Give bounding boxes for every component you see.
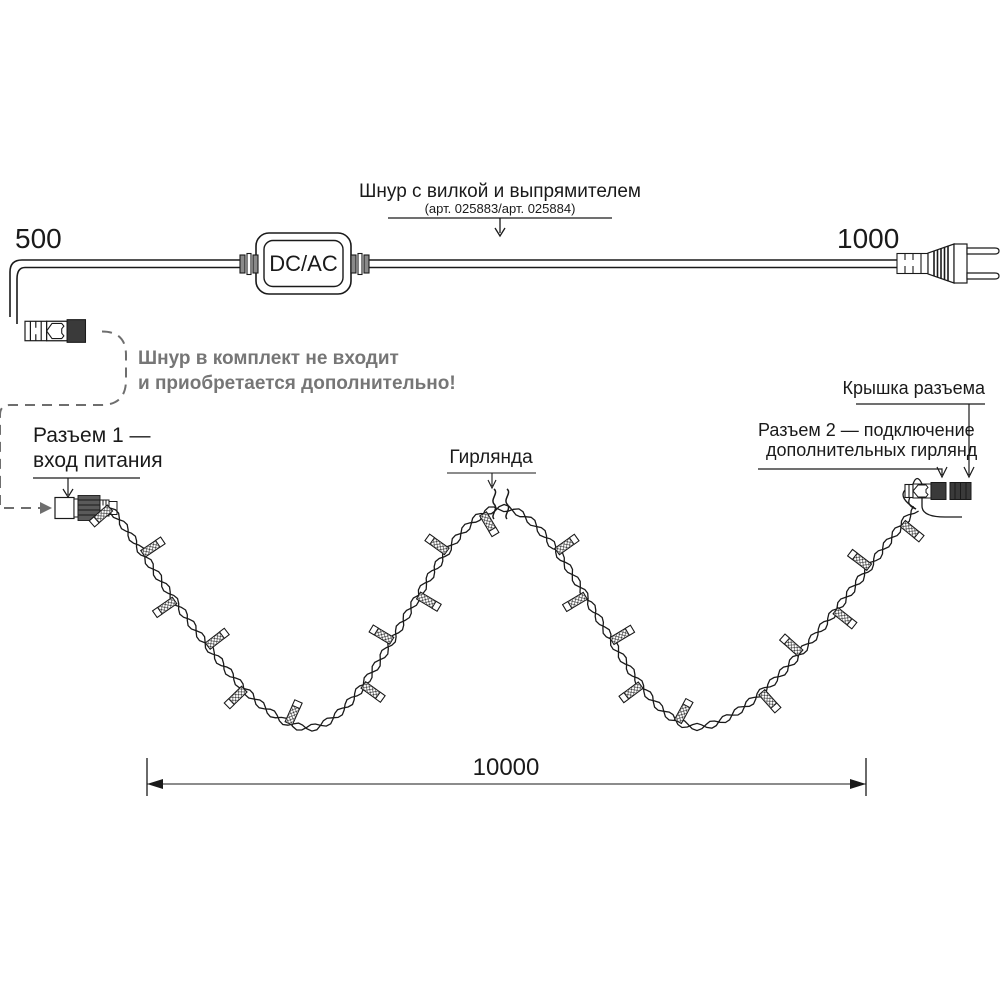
svg-text:Крышка разъема: Крышка разъема <box>843 378 986 398</box>
svg-text:Гирлянда: Гирлянда <box>449 447 533 468</box>
svg-text:DC/AC: DC/AC <box>269 251 338 276</box>
svg-text:Разъем 2 — подключение: Разъем 2 — подключение <box>758 420 975 440</box>
svg-text:дополнительных гирлянд: дополнительных гирлянд <box>766 440 978 460</box>
svg-text:вход питания: вход питания <box>33 449 163 472</box>
svg-text:10000: 10000 <box>473 754 540 781</box>
svg-text:и приобретается дополнительно!: и приобретается дополнительно! <box>138 373 456 394</box>
svg-text:(арт. 025883/арт. 025884): (арт. 025883/арт. 025884) <box>425 201 576 216</box>
svg-text:Шнур в комплект не входит: Шнур в комплект не входит <box>138 348 399 369</box>
svg-text:1000: 1000 <box>837 223 899 254</box>
svg-text:Разъем 1 —: Разъем 1 — <box>33 424 151 447</box>
svg-text:500: 500 <box>15 223 62 254</box>
svg-text:Шнур с вилкой и выпрямителем: Шнур с вилкой и выпрямителем <box>359 181 641 202</box>
